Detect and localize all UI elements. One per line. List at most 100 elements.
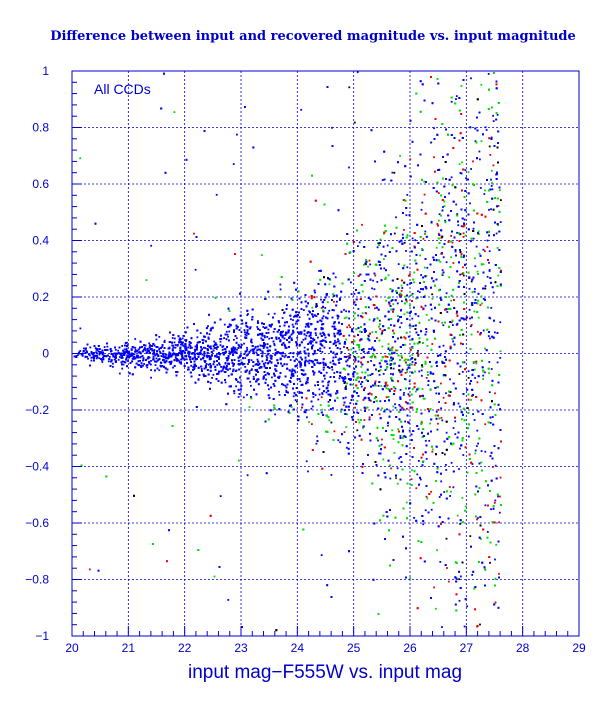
scatter-point — [270, 355, 273, 357]
scatter-point — [443, 205, 446, 207]
scatter-point — [267, 328, 270, 331]
scatter-point — [330, 421, 333, 424]
scatter-point — [389, 390, 391, 393]
scatter-point — [145, 279, 148, 281]
scatter-point — [319, 350, 321, 352]
scatter-point — [434, 607, 437, 610]
scatter-point — [448, 192, 450, 195]
scatter-point — [465, 318, 467, 320]
scatter-point — [343, 355, 346, 358]
scatter-point — [290, 333, 293, 336]
scatter-point — [381, 179, 384, 181]
scatter-point — [256, 368, 258, 371]
scatter-point — [348, 317, 350, 320]
scatter-point — [327, 400, 330, 403]
scatter-point — [452, 340, 454, 343]
scatter-point — [490, 508, 492, 511]
scatter-point — [441, 419, 444, 422]
scatter-point — [400, 289, 403, 292]
scatter-point — [395, 349, 397, 352]
scatter-point — [433, 156, 435, 159]
scatter-point — [344, 368, 347, 371]
scatter-point — [352, 347, 355, 350]
scatter-point — [129, 355, 132, 358]
scatter-point — [500, 199, 502, 201]
scatter-point — [412, 325, 415, 327]
scatter-point — [484, 504, 487, 507]
scatter-point — [144, 349, 147, 352]
scatter-point — [371, 287, 373, 290]
scatter-point — [298, 390, 301, 393]
scatter-point — [470, 399, 472, 401]
scatter-point — [127, 360, 129, 362]
scatter-point — [390, 324, 392, 326]
scatter-point — [462, 232, 465, 235]
scatter-point — [180, 353, 182, 356]
scatter-point — [475, 362, 478, 365]
scatter-point — [470, 77, 472, 80]
scatter-point — [315, 315, 318, 317]
scatter-point — [137, 356, 140, 359]
scatter-point — [424, 304, 427, 307]
scatter-point — [221, 348, 224, 351]
scatter-point — [482, 374, 485, 377]
scatter-point — [233, 338, 235, 341]
scatter-point — [401, 437, 404, 439]
scatter-point — [468, 308, 471, 311]
scatter-point — [411, 469, 413, 472]
scatter-point — [317, 398, 320, 401]
scatter-point — [162, 354, 165, 357]
scatter-point — [389, 349, 391, 352]
scatter-point — [322, 364, 325, 366]
scatter-point — [471, 463, 474, 465]
scatter-point — [436, 466, 439, 468]
scatter-point — [346, 359, 349, 361]
scatter-point — [358, 380, 360, 383]
scatter-point — [499, 357, 502, 359]
scatter-point — [292, 319, 294, 321]
scatter-point — [368, 416, 371, 419]
scatter-point — [249, 380, 252, 383]
scatter-point — [385, 299, 388, 302]
scatter-point — [229, 367, 231, 370]
scatter-point — [382, 373, 385, 375]
scatter-point — [273, 312, 276, 315]
scatter-point — [325, 371, 328, 374]
scatter-point — [350, 281, 352, 284]
scatter-point — [423, 266, 426, 269]
scatter-point — [438, 213, 441, 216]
scatter-point — [462, 236, 465, 238]
scatter-point — [471, 574, 474, 576]
scatter-point — [447, 580, 450, 583]
scatter-point — [405, 299, 408, 302]
scatter-point — [180, 350, 183, 353]
scatter-point — [400, 309, 402, 312]
scatter-point — [233, 392, 236, 395]
scatter-point — [328, 347, 331, 349]
scatter-point — [220, 370, 222, 373]
scatter-point — [185, 358, 188, 361]
scatter-point — [350, 293, 353, 295]
scatter-point — [181, 337, 184, 340]
scatter-point — [333, 309, 335, 312]
scatter-point — [421, 388, 424, 390]
scatter-point — [333, 322, 335, 325]
scatter-point — [360, 365, 363, 368]
scatter-point — [425, 495, 428, 498]
scatter-point — [497, 274, 500, 277]
scatter-point — [491, 169, 493, 172]
scatter-point — [442, 396, 445, 399]
scatter-point — [345, 426, 348, 428]
scatter-point — [418, 370, 421, 373]
scatter-point — [299, 380, 302, 383]
scatter-point — [155, 338, 158, 341]
scatter-point — [331, 325, 334, 328]
scatter-point — [452, 427, 455, 429]
scatter-point — [225, 330, 228, 333]
scatter-point — [394, 387, 397, 390]
scatter-point — [243, 329, 246, 331]
scatter-point — [488, 269, 491, 271]
scatter-point — [295, 344, 298, 347]
scatter-point — [267, 313, 270, 316]
scatter-point — [290, 404, 292, 407]
